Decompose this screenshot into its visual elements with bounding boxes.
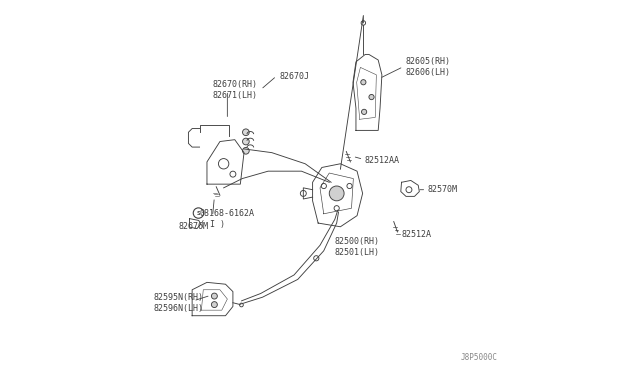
Circle shape [300, 190, 307, 196]
Text: 08168-6162A
( I ): 08168-6162A ( I ) [200, 209, 255, 230]
Circle shape [243, 147, 249, 154]
Text: 82500(RH)
82501(LH): 82500(RH) 82501(LH) [335, 237, 380, 257]
Text: 82570M: 82570M [428, 185, 458, 194]
Text: 82670(RH)
82671(LH): 82670(RH) 82671(LH) [212, 80, 257, 100]
Circle shape [361, 80, 366, 85]
Circle shape [230, 171, 236, 177]
Circle shape [406, 187, 412, 193]
Circle shape [334, 206, 339, 211]
Text: 82676M: 82676M [179, 222, 209, 231]
Circle shape [218, 158, 229, 169]
Text: 82512A: 82512A [401, 230, 431, 239]
Circle shape [369, 94, 374, 100]
Circle shape [321, 183, 326, 189]
Circle shape [243, 129, 249, 136]
Text: S: S [196, 211, 200, 215]
Text: 82670J: 82670J [279, 72, 309, 81]
Text: 82605(RH)
82606(LH): 82605(RH) 82606(LH) [405, 57, 451, 77]
Circle shape [362, 109, 367, 115]
Circle shape [329, 186, 344, 201]
Text: 82512AA: 82512AA [364, 155, 399, 164]
Circle shape [361, 21, 365, 25]
Circle shape [211, 302, 218, 308]
Circle shape [243, 138, 249, 145]
Circle shape [347, 183, 352, 189]
Circle shape [211, 293, 218, 299]
Text: J8P5000C: J8P5000C [461, 353, 498, 362]
Circle shape [314, 256, 319, 261]
Circle shape [239, 303, 243, 307]
Text: 82595N(RH)
82596N(LH): 82595N(RH) 82596N(LH) [153, 293, 204, 313]
Circle shape [193, 208, 204, 218]
